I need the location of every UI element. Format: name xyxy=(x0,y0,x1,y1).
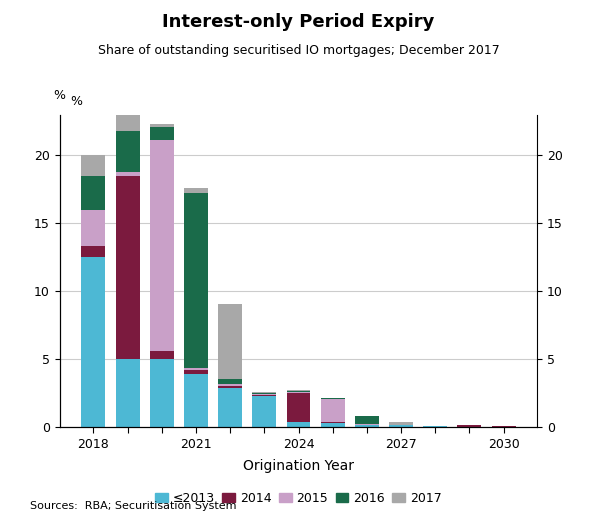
Bar xyxy=(116,176,140,359)
X-axis label: Origination Year: Origination Year xyxy=(243,459,354,473)
Text: %: % xyxy=(54,89,66,102)
Bar xyxy=(184,370,208,374)
Bar xyxy=(81,155,105,176)
Bar xyxy=(116,131,140,172)
Bar xyxy=(457,425,481,427)
Bar xyxy=(116,172,140,176)
Bar xyxy=(321,400,344,423)
Bar xyxy=(150,124,174,127)
Bar xyxy=(355,425,379,427)
Text: Share of outstanding securitised IO mortgages; December 2017: Share of outstanding securitised IO mort… xyxy=(98,44,499,57)
Bar xyxy=(116,359,140,427)
Text: Sources:  RBA; Securitisation System: Sources: RBA; Securitisation System xyxy=(30,501,236,511)
Bar xyxy=(492,426,516,427)
Bar xyxy=(218,388,242,427)
Bar xyxy=(321,423,344,427)
Bar xyxy=(81,210,105,246)
Bar xyxy=(150,127,174,141)
Bar xyxy=(287,390,310,391)
Bar xyxy=(184,368,208,370)
Bar xyxy=(116,110,140,131)
Bar xyxy=(184,374,208,427)
Bar xyxy=(218,304,242,379)
Bar xyxy=(81,246,105,257)
Bar xyxy=(150,351,174,359)
Bar xyxy=(389,425,413,427)
Bar xyxy=(218,384,242,386)
Bar xyxy=(253,392,276,394)
Bar xyxy=(287,422,310,427)
Text: %: % xyxy=(70,95,82,108)
Bar xyxy=(150,141,174,351)
Bar xyxy=(253,396,276,427)
Bar xyxy=(389,422,413,425)
Bar xyxy=(355,424,379,425)
Bar xyxy=(218,386,242,388)
Bar xyxy=(218,379,242,384)
Bar xyxy=(423,426,447,427)
Bar xyxy=(184,188,208,193)
Bar xyxy=(287,393,310,422)
Text: Interest-only Period Expiry: Interest-only Period Expiry xyxy=(162,13,435,31)
Bar xyxy=(355,416,379,424)
Bar xyxy=(184,193,208,368)
Bar xyxy=(253,394,276,396)
Bar xyxy=(287,391,310,392)
Bar xyxy=(81,257,105,427)
Bar xyxy=(287,392,310,393)
Bar xyxy=(81,176,105,210)
Bar xyxy=(150,359,174,427)
Legend: ≤2013, 2014, 2015, 2016, 2017: ≤2013, 2014, 2015, 2016, 2017 xyxy=(150,487,447,510)
Bar xyxy=(321,398,344,400)
